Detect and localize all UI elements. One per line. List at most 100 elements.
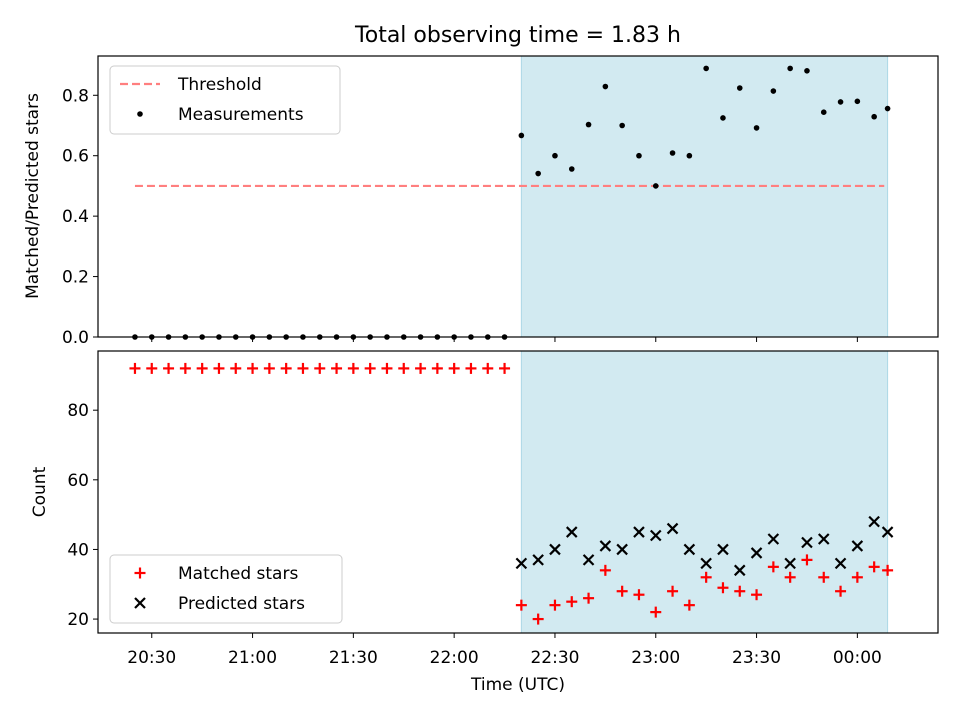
matched-stars-point xyxy=(364,362,376,374)
matched-stars-point xyxy=(415,362,427,374)
shaded-interval xyxy=(520,55,889,338)
matched-stars-point xyxy=(515,599,527,611)
matched-stars-point xyxy=(431,362,443,374)
measurement-point xyxy=(703,65,709,72)
measurement-point xyxy=(871,113,877,120)
x-tick-label: 23:00 xyxy=(631,648,680,668)
matched-stars-point xyxy=(801,554,813,566)
legend-measurement-swatch xyxy=(137,111,143,117)
x-tick-label: 22:00 xyxy=(430,648,479,668)
top-legend: Threshold Measurements xyxy=(109,65,341,135)
y-tick-label: 0.8 xyxy=(62,86,89,106)
predicted-stars-point xyxy=(649,529,662,542)
measurement-point xyxy=(837,99,844,105)
matched-stars-point xyxy=(767,561,779,573)
predicted-stars-point xyxy=(868,515,880,528)
matched-stars-point xyxy=(146,362,158,374)
matched-stars-point xyxy=(247,362,259,374)
matched-stars-point xyxy=(482,362,494,374)
matched-stars-point xyxy=(549,599,561,611)
measurement-point xyxy=(753,125,760,131)
y-tick-label: 0.4 xyxy=(62,207,89,227)
measurement-point xyxy=(619,122,625,129)
predicted-stars-point xyxy=(633,526,645,538)
predicted-stars-point xyxy=(750,547,763,559)
legend-label: Predicted stars xyxy=(178,594,305,614)
legend-label: Threshold xyxy=(177,75,262,95)
matched-stars-point xyxy=(448,362,460,374)
predicted-stars-point xyxy=(784,557,796,570)
matched-stars-point xyxy=(398,362,410,374)
legend-item: Threshold xyxy=(120,75,262,95)
matched-stars-point xyxy=(851,571,863,583)
legend-predicted-swatch xyxy=(134,597,146,609)
matched-stars-point xyxy=(347,362,359,374)
predicted-stars-point xyxy=(817,533,830,545)
measurement-point xyxy=(602,83,609,90)
x-tick-label: 23:30 xyxy=(732,648,781,668)
y-tick-label: 0.6 xyxy=(62,147,89,167)
matched-stars-point xyxy=(583,592,595,604)
measurement-point xyxy=(568,166,575,172)
predicted-stars-point xyxy=(881,526,894,538)
matched-stars-point xyxy=(835,585,847,597)
matched-stars-point xyxy=(700,571,712,583)
axes-frame xyxy=(97,350,939,634)
matched-stars-point xyxy=(280,362,292,374)
predicted-stars-point xyxy=(717,543,729,556)
predicted-stars-point xyxy=(801,536,813,549)
y-tick-label: 20 xyxy=(67,610,89,630)
matched-stars-point xyxy=(566,596,578,608)
legend-matched-swatch xyxy=(134,567,146,579)
matched-stars-point xyxy=(667,585,679,597)
matched-stars-point xyxy=(734,585,746,597)
x-tick-label: 22:30 xyxy=(530,648,579,668)
matched-stars-point xyxy=(532,613,544,625)
matched-stars-point xyxy=(129,362,141,374)
predicted-stars-point xyxy=(532,554,544,566)
legend-label: Measurements xyxy=(178,105,304,125)
matched-stars-point xyxy=(381,362,393,374)
matched-stars-point xyxy=(297,362,309,374)
matched-stars-point xyxy=(314,362,326,374)
x-tick-label: 21:30 xyxy=(329,648,378,668)
predicted-stars-point xyxy=(515,557,528,570)
measurement-point xyxy=(686,152,693,159)
matched-stars-point xyxy=(213,362,225,374)
x-axis-label: Time (UTC) xyxy=(470,675,565,695)
matched-stars-point xyxy=(650,606,662,618)
matched-stars-point xyxy=(465,362,477,374)
measurement-point xyxy=(652,183,659,189)
bottom-panel: Count 20 40 60 80 20:30 21:00 21:30 22:00 22:30 2… xyxy=(30,350,939,668)
x-tick-label: 00:00 xyxy=(833,648,882,668)
measurement-point xyxy=(804,68,810,74)
predicted-stars-point xyxy=(683,543,696,556)
predicted-stars-point xyxy=(616,543,628,556)
bottom-legend: Matched stars Predicted stars xyxy=(109,554,343,624)
matched-stars-point xyxy=(331,362,343,374)
predicted-stars-point xyxy=(582,554,595,566)
matched-stars-point xyxy=(263,362,275,374)
matched-stars-point xyxy=(230,362,242,374)
matched-stars-point xyxy=(717,582,729,594)
shaded-interval xyxy=(520,350,889,634)
measurement-point xyxy=(736,85,743,91)
top-panel: Matched/Predicted stars 0.0 0.2 0.4 0.6 0.8 T… xyxy=(23,55,939,348)
matched-stars-point xyxy=(179,362,191,374)
legend-item: Matched stars xyxy=(134,564,298,584)
matched-stars-point xyxy=(882,564,894,576)
measurement-point xyxy=(535,170,541,177)
predicted-stars-point xyxy=(700,557,712,570)
matched-stars-point xyxy=(163,362,175,374)
matched-stars-point xyxy=(196,362,208,374)
measurement-point xyxy=(854,98,861,105)
measurement-point xyxy=(770,88,777,94)
predicted-stars-point xyxy=(549,543,561,556)
matched-stars-point xyxy=(499,362,511,374)
x-tick-label: 20:30 xyxy=(127,648,176,668)
predicted-stars-point xyxy=(851,540,864,552)
legend-label: Matched stars xyxy=(178,564,298,584)
matched-stars-point xyxy=(616,585,628,597)
measurement-point xyxy=(552,152,558,159)
